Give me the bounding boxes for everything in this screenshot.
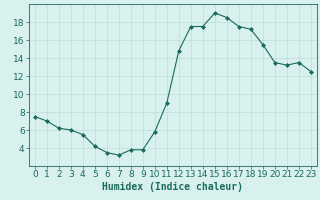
X-axis label: Humidex (Indice chaleur): Humidex (Indice chaleur) <box>102 182 243 192</box>
